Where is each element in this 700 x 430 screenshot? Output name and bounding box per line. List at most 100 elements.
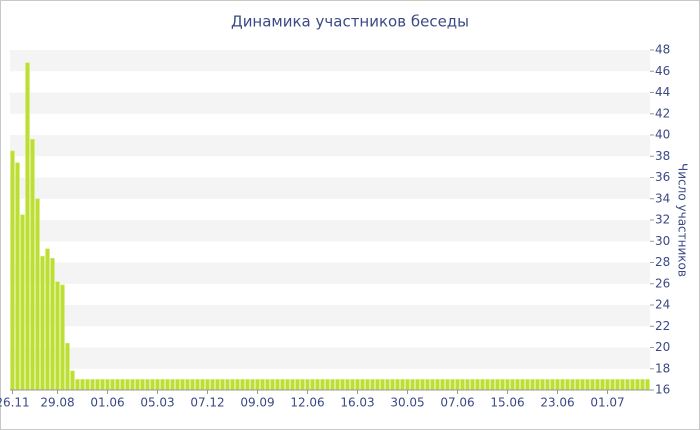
y-tick-label: 30 [655, 234, 670, 248]
bar [620, 379, 625, 391]
bar [225, 379, 230, 391]
bar [155, 379, 160, 391]
bar [385, 379, 390, 391]
y-tick-label: 44 [655, 85, 670, 99]
bar [265, 379, 270, 391]
bar [115, 379, 120, 391]
bar [505, 379, 510, 391]
bar [120, 379, 125, 391]
bar [480, 379, 485, 391]
y-axis-label: Число участников [676, 163, 690, 277]
bar [235, 379, 240, 391]
bar [240, 379, 245, 391]
bar [220, 379, 225, 391]
grid-band [10, 220, 650, 242]
bar [625, 379, 630, 391]
bar [335, 379, 340, 391]
bar [570, 379, 575, 391]
y-tick-label: 24 [655, 298, 670, 312]
grid-band [10, 368, 650, 390]
bar [485, 379, 490, 391]
bar [100, 379, 105, 391]
bar [405, 379, 410, 391]
bar [135, 379, 140, 391]
bar [45, 248, 50, 391]
bar [255, 379, 260, 391]
bar [395, 379, 400, 391]
bar [460, 379, 465, 391]
bar [10, 150, 15, 391]
bar [210, 379, 215, 391]
grid-band [10, 198, 650, 220]
bar [60, 284, 65, 391]
y-tick-label: 18 [655, 361, 670, 375]
bar [110, 379, 115, 391]
bar [105, 379, 110, 391]
bar [640, 379, 645, 391]
y-tick-label: 16 [655, 383, 670, 397]
bar [305, 379, 310, 391]
y-tick-label: 42 [655, 106, 670, 120]
bar [445, 379, 450, 391]
bar [360, 379, 365, 391]
bar [175, 379, 180, 391]
y-tick-label: 26 [655, 276, 670, 290]
x-tick-label: 15.06 [490, 396, 524, 410]
bar [545, 379, 550, 391]
y-tick-label: 34 [655, 191, 670, 205]
bar [580, 379, 585, 391]
bar [330, 379, 335, 391]
bar [365, 379, 370, 391]
x-tick-label: 26.11 [0, 396, 30, 410]
bar [40, 255, 45, 391]
grid-band [10, 347, 650, 369]
x-tick-label: 29.08 [40, 396, 74, 410]
bar [130, 379, 135, 391]
bar [320, 379, 325, 391]
bar [340, 379, 345, 391]
bar [605, 379, 610, 391]
bar [610, 379, 615, 391]
bar [565, 379, 570, 391]
bar [230, 379, 235, 391]
bar [180, 379, 185, 391]
bar [645, 379, 650, 391]
x-tick-label: 16.03 [340, 396, 374, 410]
chart-title: Динамика участников беседы [231, 13, 469, 31]
bar [470, 379, 475, 391]
bar [530, 379, 535, 391]
bar [450, 379, 455, 391]
grid-band [10, 113, 650, 135]
bar [525, 379, 530, 391]
bar [560, 379, 565, 391]
bar [150, 379, 155, 391]
bar [590, 379, 595, 391]
x-tick-label: 07.06 [440, 396, 474, 410]
bar [325, 379, 330, 391]
bar [370, 379, 375, 391]
y-tick-label: 48 [655, 43, 670, 57]
bar [380, 379, 385, 391]
bar [350, 379, 355, 391]
bar [190, 379, 195, 391]
bar [285, 379, 290, 391]
bar [30, 139, 35, 391]
grid-band [10, 50, 650, 72]
grid-band [10, 283, 650, 305]
grid-band [10, 135, 650, 157]
bar [125, 379, 130, 391]
bar [65, 343, 70, 391]
plot-background [10, 50, 650, 390]
bar [140, 379, 145, 391]
bar [500, 379, 505, 391]
bar [455, 379, 460, 391]
bar [75, 379, 80, 391]
bar [295, 379, 300, 391]
bar [555, 379, 560, 391]
bar [55, 281, 60, 391]
bar [300, 379, 305, 391]
bar [280, 379, 285, 391]
grid-band [10, 92, 650, 114]
x-tick-label: 30.05 [390, 396, 424, 410]
